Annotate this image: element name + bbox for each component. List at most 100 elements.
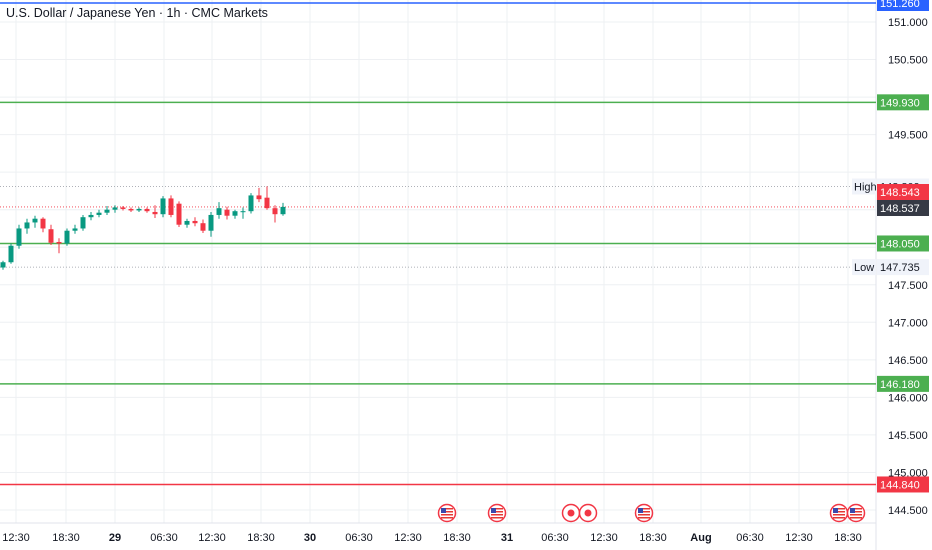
flag-stripe	[833, 514, 845, 516]
flag-stripe	[441, 511, 453, 513]
us-flag-icon[interactable]	[437, 503, 457, 523]
flag-stripe	[850, 517, 862, 519]
candle[interactable]	[120, 205, 126, 211]
candle[interactable]	[144, 207, 150, 213]
candle-body	[32, 218, 38, 223]
candle-body	[56, 241, 62, 244]
candle[interactable]	[264, 186, 270, 210]
candle[interactable]	[88, 211, 94, 221]
price-axis[interactable]: 151.000150.500149.500148.500147.500147.0…	[888, 17, 928, 517]
candle[interactable]	[168, 195, 174, 218]
candle[interactable]	[64, 228, 70, 246]
low-marker-label: Low	[854, 262, 874, 274]
low-marker-label-bg	[852, 259, 876, 276]
us-flag-icon[interactable]	[846, 503, 866, 523]
current-price-tag	[877, 200, 929, 216]
time-tick-label: 06:30	[345, 532, 373, 544]
horizontal-line-price-label: 151.260	[880, 0, 920, 10]
low-marker-price-label: 147.735	[880, 262, 920, 274]
candle-body	[72, 228, 78, 231]
candle[interactable]	[72, 224, 78, 234]
candle[interactable]	[8, 243, 14, 264]
candle[interactable]	[216, 202, 222, 219]
candle[interactable]	[176, 201, 182, 227]
last-price-label: 148.543	[880, 187, 920, 199]
time-tick-label: 12:30	[590, 532, 618, 544]
low-marker-price-bg	[877, 259, 929, 276]
flag-canton	[638, 508, 643, 513]
candle[interactable]	[192, 217, 198, 227]
candle[interactable]	[96, 209, 102, 218]
candle-body	[256, 195, 262, 200]
candle-body	[112, 207, 118, 210]
candle[interactable]	[280, 202, 286, 216]
horizontal-line-price-tag	[877, 0, 929, 11]
flag-stripe	[638, 514, 650, 516]
flag-stripe	[833, 508, 845, 510]
candle-body	[208, 214, 214, 231]
candle[interactable]	[136, 207, 142, 212]
event-dot-icon[interactable]	[561, 503, 581, 523]
candle-body	[192, 220, 198, 224]
us-flag-icon[interactable]	[487, 503, 507, 523]
price-tick-label: 146.000	[888, 392, 928, 404]
candle[interactable]	[40, 217, 46, 233]
candle[interactable]	[24, 218, 30, 234]
candle[interactable]	[208, 211, 214, 237]
event-dot-icon[interactable]	[578, 503, 598, 523]
candle[interactable]	[160, 196, 166, 218]
candle[interactable]	[80, 214, 86, 231]
time-tick-label: 06:30	[541, 532, 569, 544]
candle[interactable]	[48, 224, 54, 245]
candle-body	[104, 209, 110, 213]
candle[interactable]	[0, 260, 6, 270]
dot-center	[567, 509, 575, 517]
candle[interactable]	[16, 224, 22, 249]
candle[interactable]	[248, 193, 254, 214]
price-tick-label: 145.000	[888, 467, 928, 479]
time-axis[interactable]: 12:30 18:30 29 06:30 12:30 18:30 30 06:30 12:30 1…	[2, 532, 862, 544]
grid	[0, 0, 876, 523]
high-marker-label-bg	[852, 178, 876, 195]
horizontal-line-price-label: 148.050	[880, 238, 920, 250]
candle[interactable]	[32, 215, 38, 228]
candle-body	[144, 208, 150, 212]
us-flag-icon[interactable]	[634, 503, 654, 523]
candle[interactable]	[200, 219, 206, 233]
candle[interactable]	[128, 207, 134, 212]
candle[interactable]	[184, 218, 190, 228]
time-tick-label: 18:30	[443, 532, 471, 544]
candle-body	[48, 229, 54, 243]
horizontal-line-price-tag	[877, 476, 929, 493]
flag-stripe	[491, 514, 503, 516]
candle[interactable]	[112, 205, 118, 213]
horizontal-lines[interactable]: 151.260 149.930 148.050 146.180 144.840	[0, 0, 929, 493]
candle[interactable]	[256, 187, 262, 203]
candle-body	[120, 207, 126, 209]
time-tick-label: 18:30	[247, 532, 275, 544]
candle-body	[80, 217, 86, 229]
candle-body	[160, 198, 166, 215]
price-tick-label: 145.500	[888, 430, 928, 442]
current-price-label: 148.537	[880, 203, 920, 215]
candle[interactable]	[240, 207, 246, 219]
us-flag-icon[interactable]	[829, 503, 849, 523]
candle[interactable]	[224, 206, 230, 220]
candle[interactable]	[272, 205, 278, 223]
candle[interactable]	[152, 205, 158, 218]
candle[interactable]	[232, 209, 238, 219]
candle[interactable]	[56, 238, 62, 254]
time-tick-label: 12:30	[394, 532, 422, 544]
candles[interactable]	[0, 186, 286, 270]
flag-stripe	[850, 508, 862, 510]
candle[interactable]	[104, 205, 110, 215]
candle-body	[136, 208, 142, 211]
high-marker-label: High	[854, 181, 877, 193]
candle-body	[96, 212, 102, 215]
horizontal-line-price-label: 149.930	[880, 97, 920, 109]
event-icons[interactable]	[437, 503, 866, 523]
flag-stripe	[850, 514, 862, 516]
